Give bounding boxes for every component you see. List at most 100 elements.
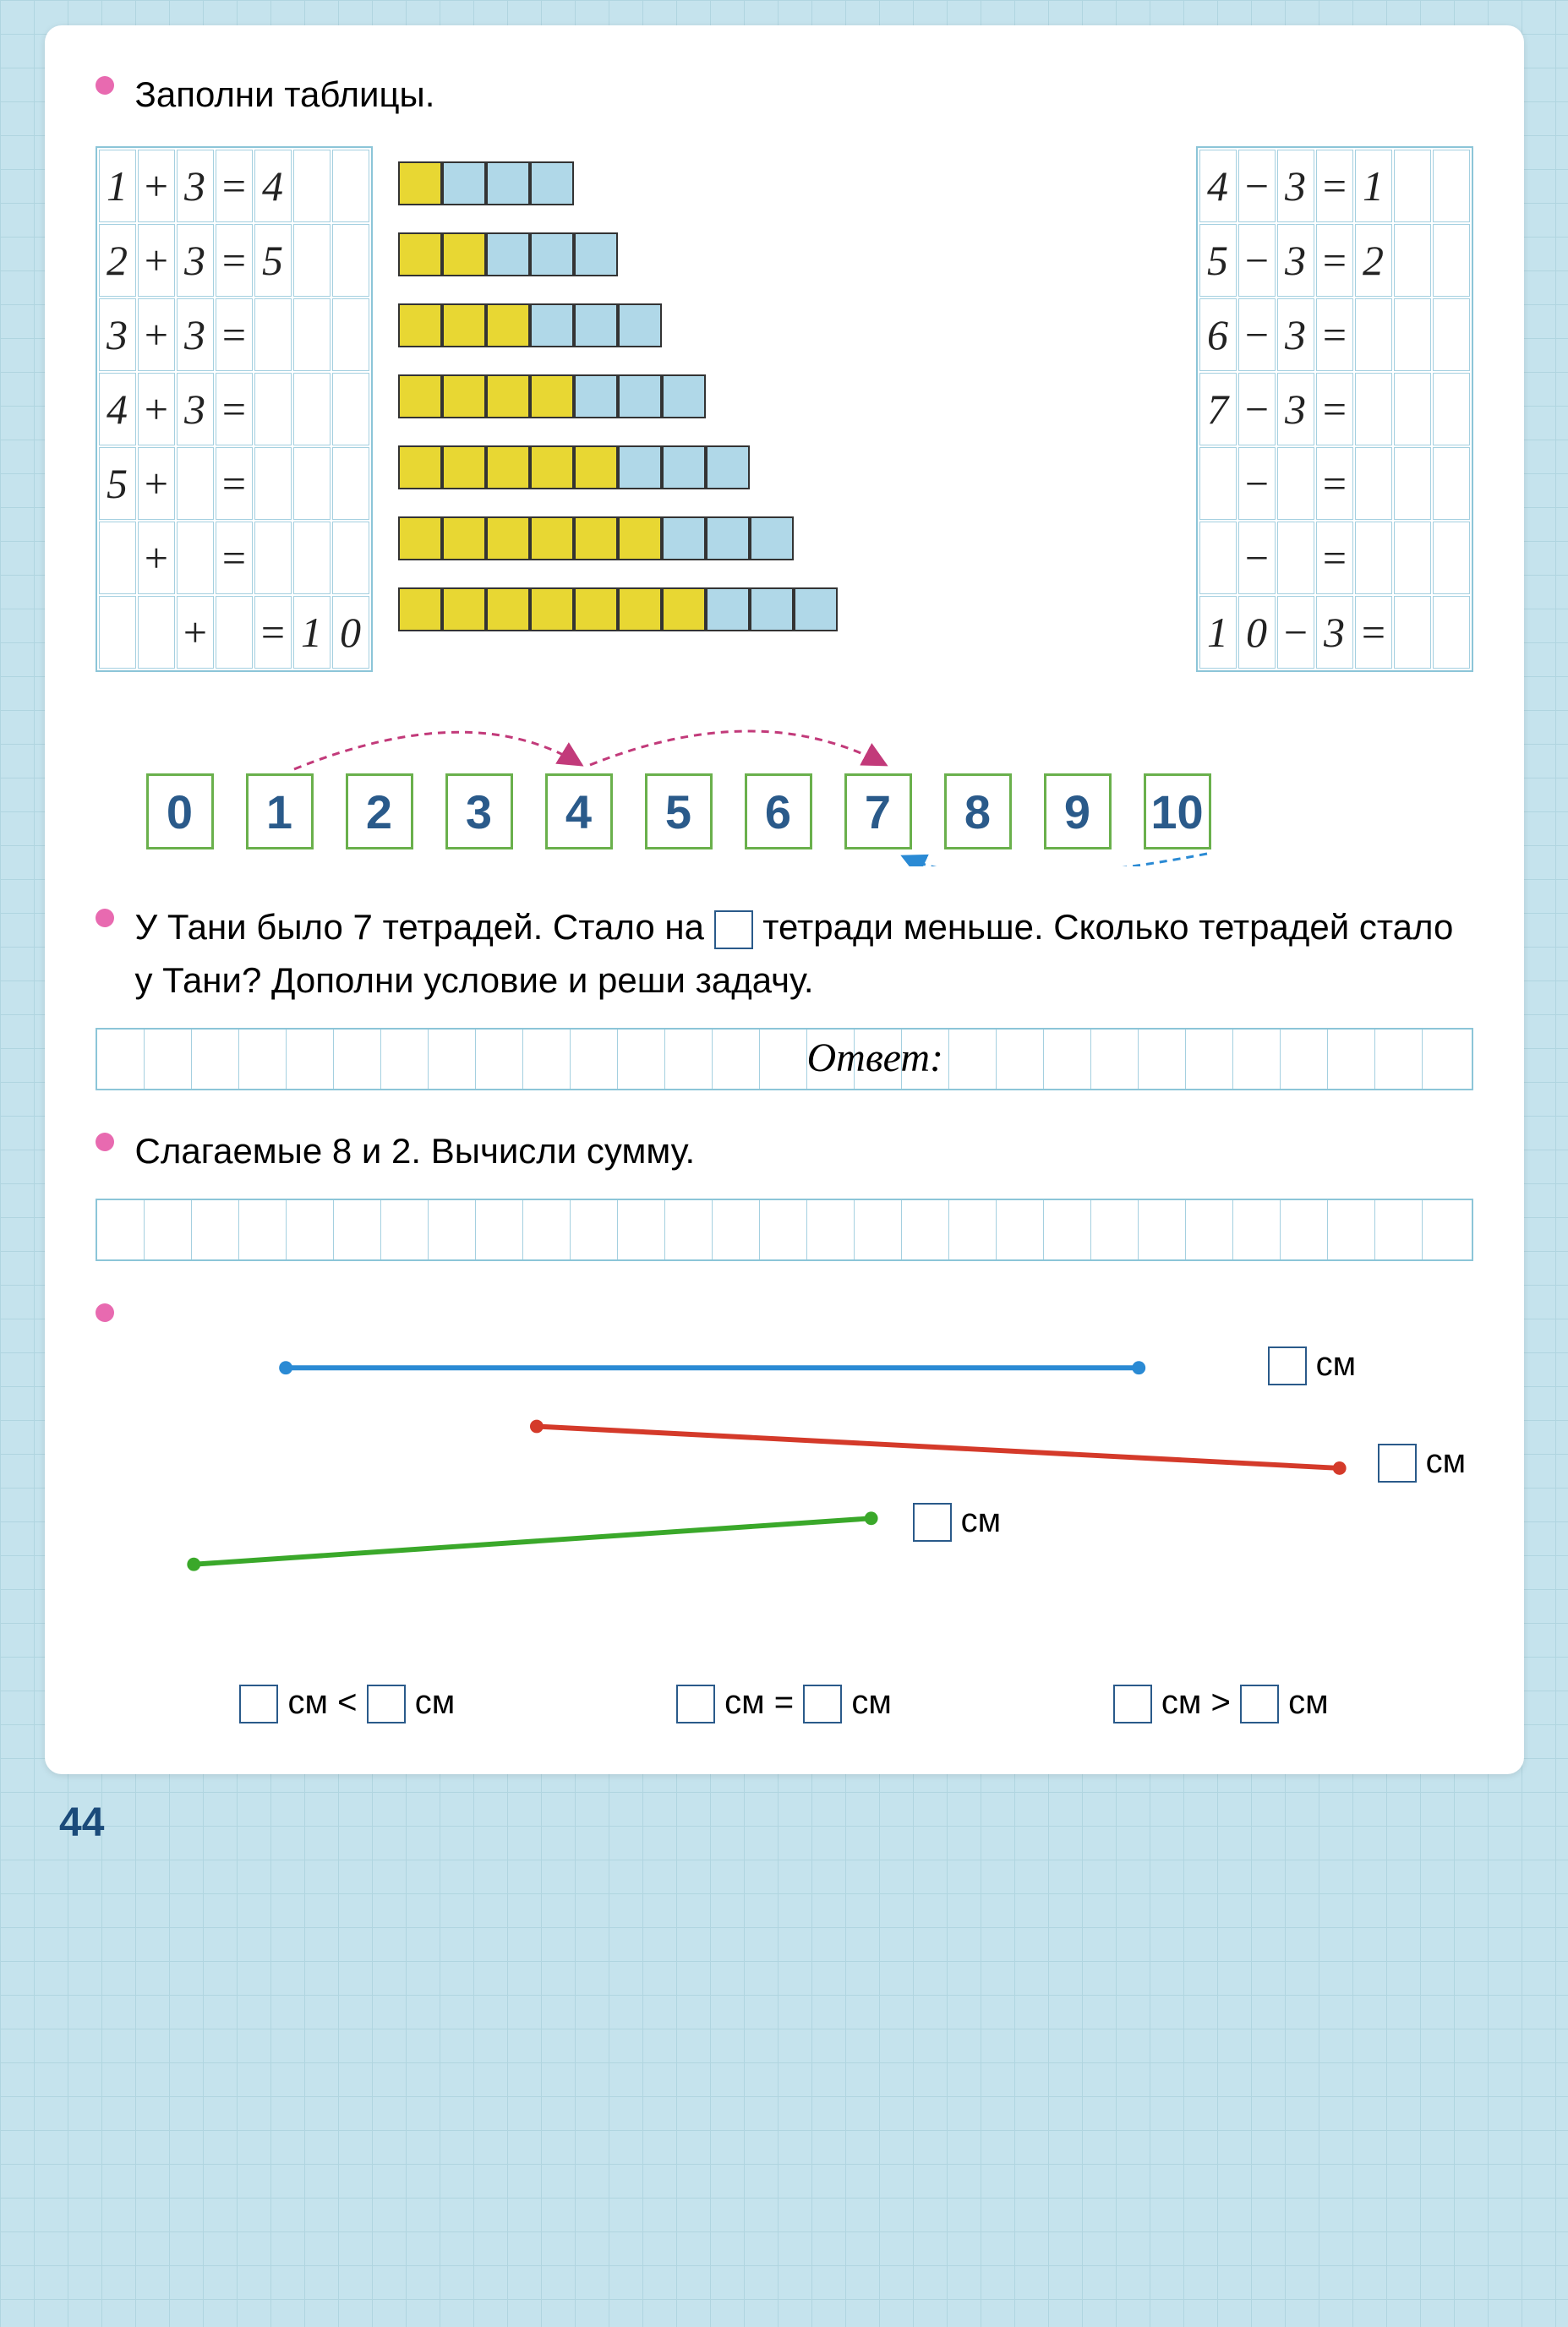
table-cell[interactable] <box>1394 150 1431 222</box>
answer-strip[interactable] <box>96 1199 1473 1261</box>
table-cell[interactable] <box>1394 298 1431 371</box>
table-cell[interactable] <box>332 150 369 222</box>
blank-box[interactable] <box>1268 1346 1307 1385</box>
table-cell[interactable]: 3 <box>1277 224 1314 297</box>
table-cell[interactable]: − <box>1238 373 1276 445</box>
table-cell[interactable]: = <box>216 522 253 594</box>
answer-cell[interactable] <box>1186 1030 1233 1089</box>
blank-box[interactable] <box>803 1685 842 1723</box>
table-cell[interactable]: + <box>138 298 175 371</box>
answer-cell[interactable] <box>145 1030 192 1089</box>
table-cell[interactable] <box>254 298 292 371</box>
table-cell[interactable]: 1 <box>1199 596 1237 669</box>
answer-cell[interactable] <box>760 1030 807 1089</box>
answer-cell[interactable] <box>760 1200 807 1259</box>
table-cell[interactable]: 1 <box>99 150 136 222</box>
table-cell[interactable]: 3 <box>177 224 214 297</box>
answer-cell[interactable] <box>571 1030 618 1089</box>
table-cell[interactable]: − <box>1238 522 1276 594</box>
answer-cell[interactable] <box>476 1200 523 1259</box>
table-cell[interactable]: 7 <box>1199 373 1237 445</box>
table-cell[interactable]: 2 <box>99 224 136 297</box>
answer-cell[interactable] <box>97 1200 145 1259</box>
blank-box[interactable] <box>239 1685 278 1723</box>
answer-cell[interactable] <box>949 1200 997 1259</box>
table-cell[interactable]: = <box>254 596 292 669</box>
table-cell[interactable]: 0 <box>332 596 369 669</box>
answer-cell[interactable] <box>145 1200 192 1259</box>
blank-box[interactable] <box>676 1685 715 1723</box>
answer-cell[interactable] <box>1281 1200 1328 1259</box>
table-cell[interactable]: 3 <box>177 150 214 222</box>
answer-cell[interactable] <box>665 1200 713 1259</box>
table-cell[interactable] <box>1433 373 1470 445</box>
table-cell[interactable] <box>254 447 292 520</box>
table-cell[interactable] <box>99 522 136 594</box>
table-cell[interactable]: = <box>1316 373 1353 445</box>
table-cell[interactable]: + <box>138 224 175 297</box>
table-cell[interactable]: = <box>216 373 253 445</box>
table-cell[interactable] <box>1355 298 1392 371</box>
table-cell[interactable] <box>177 522 214 594</box>
answer-cell[interactable] <box>429 1200 476 1259</box>
table-cell[interactable]: 2 <box>1355 224 1392 297</box>
table-cell[interactable] <box>1433 596 1470 669</box>
answer-cell[interactable] <box>381 1200 429 1259</box>
table-cell[interactable] <box>1433 224 1470 297</box>
table-cell[interactable]: 5 <box>99 447 136 520</box>
table-cell[interactable] <box>293 224 331 297</box>
table-cell[interactable]: − <box>1238 298 1276 371</box>
blank-box[interactable] <box>1378 1444 1417 1483</box>
table-cell[interactable] <box>138 596 175 669</box>
table-cell[interactable] <box>293 298 331 371</box>
table-cell[interactable]: − <box>1277 596 1314 669</box>
table-cell[interactable] <box>1277 522 1314 594</box>
table-cell[interactable] <box>177 447 214 520</box>
table-cell[interactable]: = <box>1316 298 1353 371</box>
table-cell[interactable]: − <box>1238 224 1276 297</box>
table-cell[interactable]: 3 <box>1316 596 1353 669</box>
table-cell[interactable]: 3 <box>1277 298 1314 371</box>
table-cell[interactable] <box>1394 522 1431 594</box>
table-cell[interactable]: 1 <box>1355 150 1392 222</box>
table-cell[interactable] <box>332 522 369 594</box>
table-cell[interactable]: = <box>216 447 253 520</box>
table-cell[interactable] <box>1394 447 1431 520</box>
answer-cell[interactable] <box>618 1030 665 1089</box>
answer-cell[interactable] <box>429 1030 476 1089</box>
answer-cell[interactable] <box>523 1030 571 1089</box>
table-cell[interactable] <box>1433 298 1470 371</box>
table-cell[interactable]: 3 <box>1277 373 1314 445</box>
answer-cell[interactable] <box>1139 1030 1186 1089</box>
answer-cell[interactable] <box>618 1200 665 1259</box>
answer-cell[interactable] <box>1044 1200 1091 1259</box>
table-cell[interactable] <box>1199 522 1237 594</box>
blank-box[interactable] <box>714 910 753 949</box>
answer-cell[interactable] <box>1281 1030 1328 1089</box>
answer-cell[interactable] <box>381 1030 429 1089</box>
answer-cell[interactable] <box>1328 1200 1375 1259</box>
answer-cell[interactable] <box>1186 1200 1233 1259</box>
table-cell[interactable]: 4 <box>99 373 136 445</box>
table-cell[interactable]: = <box>1316 522 1353 594</box>
answer-cell[interactable] <box>1328 1030 1375 1089</box>
table-cell[interactable] <box>293 447 331 520</box>
answer-cell[interactable] <box>1375 1030 1423 1089</box>
answer-cell[interactable] <box>523 1200 571 1259</box>
table-cell[interactable]: 1 <box>293 596 331 669</box>
table-cell[interactable]: 3 <box>1277 150 1314 222</box>
answer-strip[interactable]: Ответ: <box>96 1028 1473 1090</box>
table-cell[interactable]: + <box>138 522 175 594</box>
table-cell[interactable]: = <box>216 224 253 297</box>
answer-cell[interactable] <box>855 1200 902 1259</box>
table-cell[interactable]: 4 <box>254 150 292 222</box>
table-cell[interactable]: 0 <box>1238 596 1276 669</box>
answer-cell[interactable] <box>239 1200 287 1259</box>
answer-cell[interactable] <box>1091 1030 1139 1089</box>
table-cell[interactable]: = <box>216 298 253 371</box>
answer-cell[interactable] <box>997 1200 1044 1259</box>
table-cell[interactable] <box>1355 373 1392 445</box>
answer-cell[interactable] <box>807 1200 855 1259</box>
table-cell[interactable] <box>1433 447 1470 520</box>
answer-cell[interactable] <box>1139 1200 1186 1259</box>
